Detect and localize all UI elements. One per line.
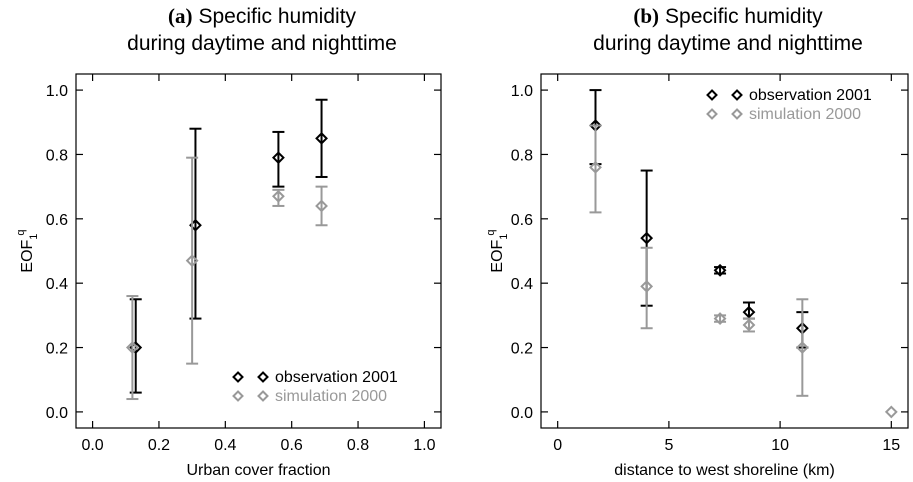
legend-marker xyxy=(257,390,269,402)
y-axis-label: EOF1q xyxy=(15,229,40,272)
series-observation xyxy=(129,98,328,394)
panel-letter: (b) xyxy=(633,4,659,28)
legend-marker xyxy=(706,89,718,101)
chart-title-line1: Specific humidity xyxy=(665,5,823,28)
y-axis-label: EOF1q xyxy=(485,229,510,272)
chart-panel-b: (b) Specific humidity during daytime and n… xyxy=(485,4,909,479)
x-axis-label: distance to west shoreline (km) xyxy=(614,462,835,479)
y-tick-label: 1.0 xyxy=(511,83,533,100)
chart-title: (b) Specific humidity xyxy=(633,4,823,28)
data-point xyxy=(713,263,727,277)
legend-marker xyxy=(232,371,244,383)
y-tick-label: 0.0 xyxy=(46,405,68,422)
y-tick-label: 0.8 xyxy=(511,147,533,164)
y-tick-label: 0.6 xyxy=(511,212,533,229)
y-tick-label: 0.6 xyxy=(46,212,68,229)
x-tick-label: 5 xyxy=(664,437,673,454)
legend-label: observation 2001 xyxy=(275,369,398,386)
x-tick-label: 0 xyxy=(553,437,562,454)
chart-title-line1: Specific humidity xyxy=(198,5,356,28)
x-tick-label: 1.0 xyxy=(413,437,435,454)
data-point xyxy=(640,231,654,245)
data-point xyxy=(640,279,654,293)
data-point xyxy=(185,254,199,268)
legend: observation 2001 simulation 2000 xyxy=(232,369,398,405)
legend-marker xyxy=(731,89,743,101)
y-tick-label: 0.0 xyxy=(511,405,533,422)
y-tick-label: 0.8 xyxy=(46,147,68,164)
y-axis-label-subscript: 1 xyxy=(28,234,40,240)
x-tick-label: 0.2 xyxy=(148,437,170,454)
chart-title: (a) Specific humidity xyxy=(168,4,357,28)
y-tick-label: 1.0 xyxy=(46,83,68,100)
data-point xyxy=(795,341,809,354)
data-point xyxy=(742,305,756,319)
legend-label: simulation 2000 xyxy=(275,388,387,405)
x-tick-label: 0.8 xyxy=(347,437,369,454)
chart-title-line2: during daytime and nighttime xyxy=(127,32,397,55)
x-axis-label: Urban cover fraction xyxy=(186,462,330,479)
y-tick-label: 0.2 xyxy=(511,341,533,358)
x-tick-label: 0.0 xyxy=(81,437,103,454)
y-axis-label-base: EOF xyxy=(489,239,506,272)
y-axis-label-base: EOF xyxy=(19,239,36,272)
chart-panel-a: (a) Specific humidity during daytime and n… xyxy=(15,4,442,479)
series-observation xyxy=(589,89,809,349)
x-tick-label: 0.6 xyxy=(281,437,303,454)
y-tick-label: 0.4 xyxy=(46,276,68,293)
legend-label: observation 2001 xyxy=(749,87,872,104)
series-simulation xyxy=(125,156,328,401)
y-tick-label: 0.4 xyxy=(511,276,533,293)
data-point xyxy=(315,131,328,145)
y-axis-label-superscript: q xyxy=(485,229,497,235)
data-point xyxy=(271,189,285,203)
y-axis-label-superscript: q xyxy=(15,229,27,235)
legend-marker xyxy=(706,108,718,120)
data-point xyxy=(884,405,898,419)
x-tick-label: 15 xyxy=(882,437,900,454)
data-point xyxy=(589,160,602,174)
data-point xyxy=(315,199,328,213)
data-point xyxy=(713,312,727,325)
data-point xyxy=(125,341,139,354)
y-axis-label-subscript: 1 xyxy=(498,234,510,240)
x-tick-label: 0.4 xyxy=(214,437,236,454)
data-point xyxy=(271,151,285,165)
y-tick-label: 0.2 xyxy=(46,341,68,358)
x-tick-label: 10 xyxy=(771,437,789,454)
legend: observation 2001 simulation 2000 xyxy=(706,87,872,123)
panel-letter: (a) xyxy=(168,4,193,28)
legend-marker xyxy=(232,390,244,402)
plot-frame xyxy=(540,73,909,429)
chart-title-line2: during daytime and nighttime xyxy=(593,32,863,55)
legend-label: simulation 2000 xyxy=(749,106,861,123)
series-simulation xyxy=(589,124,898,419)
plot-frame xyxy=(75,73,442,429)
data-point xyxy=(742,318,756,332)
legend-marker xyxy=(731,108,743,120)
legend-marker xyxy=(257,371,269,383)
